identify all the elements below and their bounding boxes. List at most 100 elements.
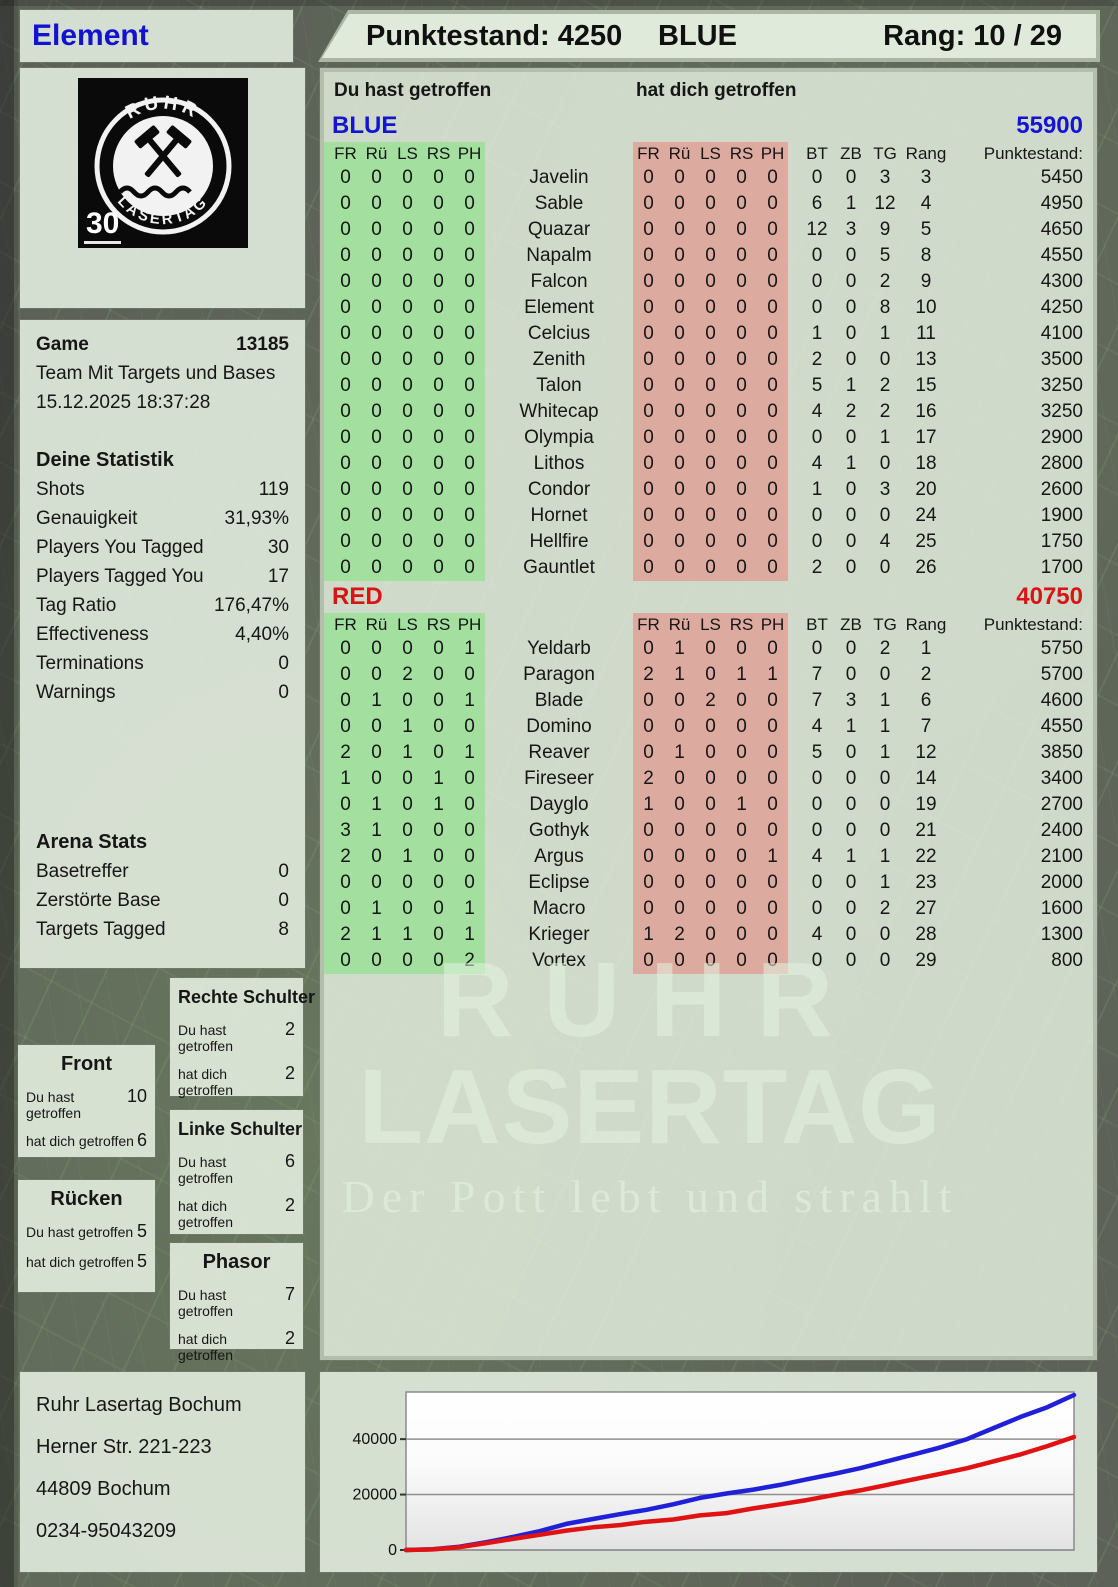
stat-cell: 0 (879, 557, 891, 578)
zone-box-phasor: Phasor Du hast getroffen 7 hat dich getro… (170, 1243, 303, 1363)
hit-you-cell: 0 (726, 818, 757, 844)
team-title-row: BLUE 55900 (324, 110, 1093, 142)
you-hit-cell: 0 (423, 321, 454, 347)
stats-row: Warnings 0 (36, 678, 289, 707)
you-hit-cell: 0 (361, 425, 392, 451)
stat-cell: 17 (915, 427, 937, 448)
svg-text:40000: 40000 (353, 1431, 398, 1448)
stat-cell: 0 (879, 820, 891, 841)
col-header: Rü (361, 142, 392, 165)
you-hit-cell: 0 (330, 688, 361, 714)
hit-you-cell: 0 (664, 477, 695, 503)
you-hit-cell: 0 (392, 636, 423, 662)
stat-cell: 2 (879, 638, 891, 659)
you-hit-cell: 0 (392, 217, 423, 243)
zone-title: Rechte Schulter (178, 987, 316, 1007)
spacer (324, 295, 330, 321)
you-hit-cell: 1 (392, 922, 423, 948)
stat-cell: 2 (811, 557, 823, 578)
you-hit-cell: 1 (392, 714, 423, 740)
stats-row: Shots 119 (36, 475, 289, 504)
hit-you-cell: 0 (664, 321, 695, 347)
player-row: 0 0 0 0 0 Gauntlet 0 0 0 0 0 2 0 0 26 1700 (324, 555, 1093, 581)
stat-cell: 10 (915, 297, 937, 318)
col-header: Rü (361, 613, 392, 636)
player-row: 1 0 0 1 0 Fireseer 2 0 0 0 0 0 0 0 14 3400 (324, 766, 1093, 792)
col-header: LS (695, 613, 726, 636)
stat-cell: 15 (915, 375, 937, 396)
spacer (324, 662, 330, 688)
spacer (324, 896, 330, 922)
you-hit-cell: 0 (330, 948, 361, 974)
player-row: 0 1 0 0 1 Macro 0 0 0 0 0 0 0 2 27 1600 (324, 896, 1093, 922)
hit-you-cell: 0 (726, 373, 757, 399)
you-hit-cell: 0 (361, 217, 392, 243)
col-header: LS (695, 142, 726, 165)
hit-you-cell: 0 (695, 191, 726, 217)
you-hit-cell: 0 (423, 688, 454, 714)
hit-you-cell: 1 (633, 792, 664, 818)
spacer (788, 269, 800, 295)
you-hit-cell: 0 (454, 662, 485, 688)
arena-label: Zerstörte Base (36, 890, 161, 911)
zone-got-label: hat dich getroffen (26, 1133, 134, 1149)
zone-hit-label: Du hast getroffen (178, 1287, 234, 1319)
spacer (788, 792, 800, 818)
you-hit-cell: 0 (330, 217, 361, 243)
stat-cell: 4 (811, 453, 823, 474)
hit-you-cell: 0 (726, 844, 757, 870)
hit-you-cell: 1 (664, 740, 695, 766)
you-hit-cell: 0 (423, 529, 454, 555)
stat-cell: 25 (915, 531, 937, 552)
spacer (788, 373, 800, 399)
you-hit-cell: 0 (392, 477, 423, 503)
you-hit-cell: 2 (392, 662, 423, 688)
stat-cell: 2 (879, 375, 891, 396)
you-hit-cell: 0 (361, 844, 392, 870)
player-row: 0 1 0 1 0 Dayglo 1 0 0 1 0 0 0 0 19 2700 (324, 792, 1093, 818)
hit-you-cell: 0 (695, 165, 726, 191)
player-row: 0 0 0 0 0 Element 0 0 0 0 0 0 0 8 10 4250 (324, 295, 1093, 321)
punktestand-cell: 1900 (1040, 505, 1083, 526)
spacer (788, 844, 800, 870)
game-title: Game (36, 334, 89, 355)
you-hit-cell: 0 (392, 529, 423, 555)
you-hit-cell: 0 (392, 766, 423, 792)
player-name: Eclipse (528, 872, 590, 893)
you-hit-cell: 0 (454, 477, 485, 503)
hit-you-cell: 0 (633, 191, 664, 217)
hit-you-cell: 0 (664, 529, 695, 555)
stat-cell: 0 (811, 271, 823, 292)
you-hit-cell: 0 (361, 243, 392, 269)
you-hit-cell: 0 (392, 503, 423, 529)
hit-you-cell: 0 (695, 451, 726, 477)
spacer (324, 347, 330, 373)
player-row: 0 0 0 0 0 Celcius 0 0 0 0 0 1 0 1 11 4100 (324, 321, 1093, 347)
player-row: 0 0 0 0 0 Hellfire 0 0 0 0 0 0 0 4 25 1750 (324, 529, 1093, 555)
player-name-box: Element (20, 10, 293, 62)
col-header-punktestand: Punktestand: (983, 143, 1083, 163)
you-hit-cell: 0 (423, 217, 454, 243)
spacer (788, 636, 800, 662)
hit-you-cell: 0 (633, 818, 664, 844)
you-hit-cell: 0 (361, 321, 392, 347)
player-row: 0 0 0 0 0 Falcon 0 0 0 0 0 0 0 2 9 4300 (324, 269, 1093, 295)
spacer (788, 766, 800, 792)
you-hit-cell: 0 (392, 243, 423, 269)
hit-you-cell: 0 (664, 818, 695, 844)
you-hit-cell: 1 (423, 766, 454, 792)
hit-you-cell: 0 (757, 217, 788, 243)
stat-cell: 0 (811, 794, 823, 815)
spacer (788, 142, 800, 165)
stats-row: Terminations 0 (36, 649, 289, 678)
you-hit-cell: 1 (361, 922, 392, 948)
player-row: 2 0 1 0 0 Argus 0 0 0 0 1 4 1 1 22 2100 (324, 844, 1093, 870)
you-hit-cell: 0 (392, 295, 423, 321)
stat-cell: 1 (920, 638, 932, 659)
stat-cell: 0 (845, 664, 857, 685)
team-total: 40750 (1016, 583, 1083, 610)
stat-cell: 0 (811, 872, 823, 893)
spacer (324, 636, 330, 662)
hit-you-cell: 0 (695, 269, 726, 295)
hit-you-cell: 0 (664, 243, 695, 269)
